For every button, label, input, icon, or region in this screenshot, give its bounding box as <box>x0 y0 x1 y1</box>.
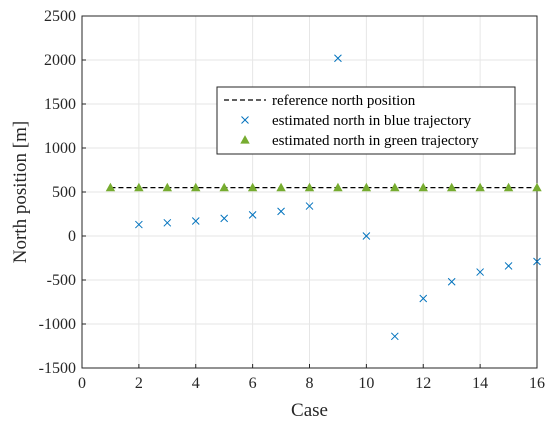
data-point-blue <box>135 220 143 229</box>
data-point-green <box>105 182 116 192</box>
y-axis-label: North position [m] <box>10 121 31 264</box>
data-point-blue <box>163 218 172 227</box>
data-point-blue <box>191 217 200 225</box>
data-point-blue <box>390 332 399 341</box>
x-tick-label: 12 <box>415 375 431 392</box>
x-tick-label: 2 <box>135 375 143 392</box>
data-point-green <box>333 182 343 192</box>
x-tick-label: 6 <box>249 375 257 392</box>
x-tick-label: 16 <box>529 375 545 392</box>
y-tick-label: 0 <box>68 228 76 245</box>
series-1 <box>135 54 541 341</box>
legend-swatch <box>240 135 250 144</box>
data-point-blue <box>447 277 456 286</box>
grid <box>81 15 538 369</box>
series-2 <box>105 182 542 192</box>
data-point-blue <box>248 211 257 219</box>
y-tick-label: 2000 <box>44 52 76 69</box>
data-point-green <box>503 182 514 192</box>
data-point-green <box>134 182 144 192</box>
legend-entry-label: estimated north in blue trajectory <box>272 113 472 129</box>
legend-swatch <box>241 116 249 124</box>
data-point-blue <box>277 207 285 216</box>
y-tick-label: 500 <box>52 184 76 201</box>
y-tick-label: 1500 <box>44 96 76 113</box>
legend: reference north position estimated north … <box>216 86 516 155</box>
data-point-blue <box>362 232 371 240</box>
data-point-blue <box>533 257 541 266</box>
y-tick-label: -1000 <box>39 316 76 333</box>
x-tick-label: 4 <box>192 375 200 392</box>
data-point-green <box>276 182 286 192</box>
x-tick-label: 14 <box>472 375 488 392</box>
x-axis-label: Case <box>291 400 328 421</box>
data-point-green <box>532 182 542 192</box>
data-point-green <box>446 182 457 192</box>
data-point-blue <box>476 268 484 276</box>
data-point-green <box>475 182 485 192</box>
data-point-blue <box>419 294 428 303</box>
legend-entry-label: estimated north in green trajectory <box>272 133 479 149</box>
axis-ticks: 0 2 4 6 8 10 12 14 16 -1500 -1000 -500 0 500 1000 1500 2… <box>39 8 545 392</box>
series-layer <box>105 54 542 341</box>
data-point-blue <box>305 202 314 210</box>
data-point-blue <box>220 214 229 223</box>
x-tick-label: 8 <box>306 375 314 392</box>
data-point-green <box>390 182 400 192</box>
data-point-blue <box>334 54 342 63</box>
data-point-green <box>191 182 201 192</box>
data-point-green <box>304 182 315 192</box>
y-tick-label: -500 <box>47 272 76 289</box>
data-point-green <box>162 182 173 192</box>
y-tick-label: 2500 <box>44 8 76 25</box>
data-point-green <box>361 182 372 192</box>
x-tick-label: 0 <box>78 375 86 392</box>
x-tick-label: 10 <box>358 375 374 392</box>
y-tick-label: -1500 <box>39 360 76 377</box>
data-point-green <box>219 182 229 192</box>
data-point-green <box>418 182 428 192</box>
data-point-blue <box>504 262 513 270</box>
data-point-green <box>247 182 258 192</box>
legend-box <box>216 86 516 155</box>
legend-entry-label: reference north position <box>272 93 416 109</box>
y-tick-label: 1000 <box>44 140 76 157</box>
